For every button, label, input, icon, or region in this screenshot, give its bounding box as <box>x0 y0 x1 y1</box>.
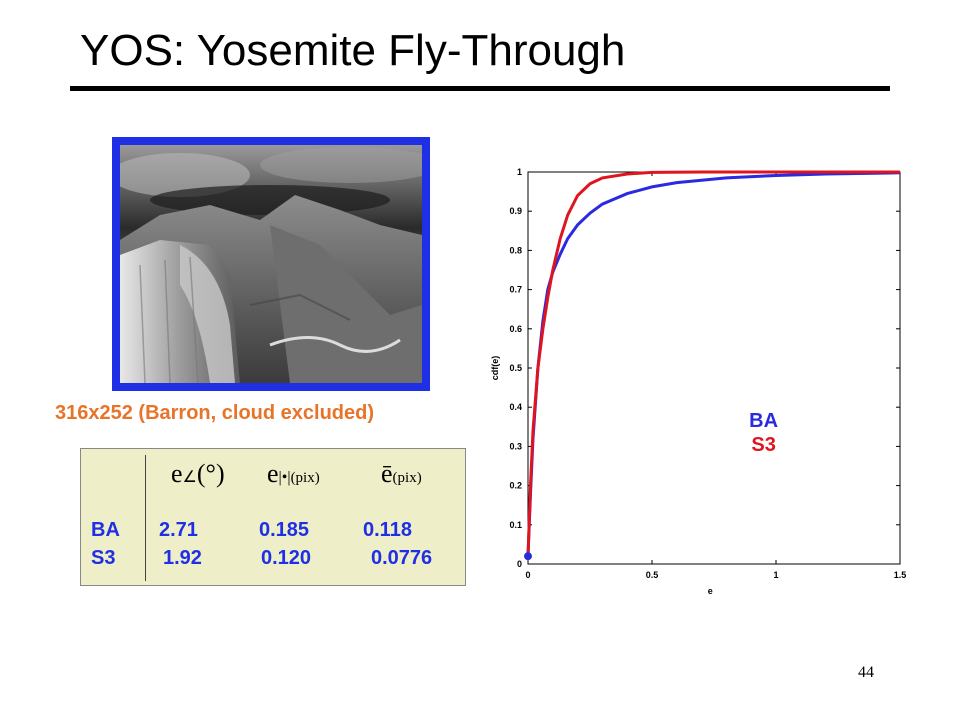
header-unit: (pix) <box>290 470 320 486</box>
x-tick-label: 0.5 <box>646 570 659 580</box>
start-point-marker <box>524 552 532 561</box>
legend-entry-s3: S3 <box>751 434 775 456</box>
cell-mean: 0.118 <box>363 519 412 541</box>
y-tick-label: 1 <box>517 167 522 177</box>
legend-entry-ba: BA <box>749 410 778 432</box>
slide-title: YOS: Yosemite Fly-Through <box>80 26 626 75</box>
y-axis-label: cdf(e) <box>490 356 500 381</box>
y-tick-label: 0.6 <box>509 324 522 334</box>
yosemite-frame-image <box>120 145 422 383</box>
y-tick-label: 0.8 <box>509 245 522 255</box>
row-label: S3 <box>91 547 116 569</box>
y-tick-label: 0.7 <box>509 285 522 295</box>
x-axis-label: e <box>708 586 713 596</box>
page-number: 44 <box>858 664 874 681</box>
cell-endpoint: 0.120 <box>261 547 312 569</box>
title-underline <box>70 86 890 91</box>
x-tick-label: 1.5 <box>894 570 907 580</box>
header-sub: |•| <box>278 469 291 486</box>
error-table: e∠(°) e|•|(pix) ē(pix) BA 2.71 0.185 0.1… <box>80 448 466 586</box>
cell-mean: 0.0776 <box>371 547 433 569</box>
table-divider <box>145 455 146 581</box>
header-symbol: ē <box>381 459 393 488</box>
image-caption: 316x252 (Barron, cloud excluded) <box>55 402 375 424</box>
header-unit: (pix) <box>392 470 422 486</box>
x-tick-label: 1 <box>773 570 778 580</box>
header-symbol: e <box>267 459 279 488</box>
y-tick-label: 0.2 <box>509 481 522 491</box>
plot-area <box>527 171 901 565</box>
yosemite-image-frame <box>112 137 430 391</box>
header-angular-error: e∠(°) <box>171 459 225 489</box>
cdf-chart: 0 0.1 0.2 0.3 0.4 0.5 0.6 0.7 0.8 0.9 1 0 0.5 1 1.5 e cd… <box>490 167 907 596</box>
row-label: BA <box>91 519 120 541</box>
cell-angular: 1.92 <box>163 547 202 569</box>
y-tick-label: 0.4 <box>509 402 522 412</box>
cell-angular: 2.71 <box>159 519 198 541</box>
header-mean-error: ē(pix) <box>381 459 422 489</box>
y-tick-label: 0.5 <box>509 363 522 373</box>
y-tick-label: 0.9 <box>509 206 522 216</box>
x-tick-label: 0 <box>525 570 530 580</box>
y-tick-label: 0.3 <box>509 441 522 451</box>
y-tick-label: 0 <box>517 559 522 569</box>
header-sub: ∠ <box>182 469 197 486</box>
series-line-s3 <box>526 170 900 557</box>
cell-endpoint: 0.185 <box>259 519 310 541</box>
y-tick-label: 0.1 <box>509 520 522 530</box>
header-unit: (°) <box>196 459 225 488</box>
header-endpoint-error: e|•|(pix) <box>267 459 320 489</box>
header-symbol: e <box>171 459 183 488</box>
